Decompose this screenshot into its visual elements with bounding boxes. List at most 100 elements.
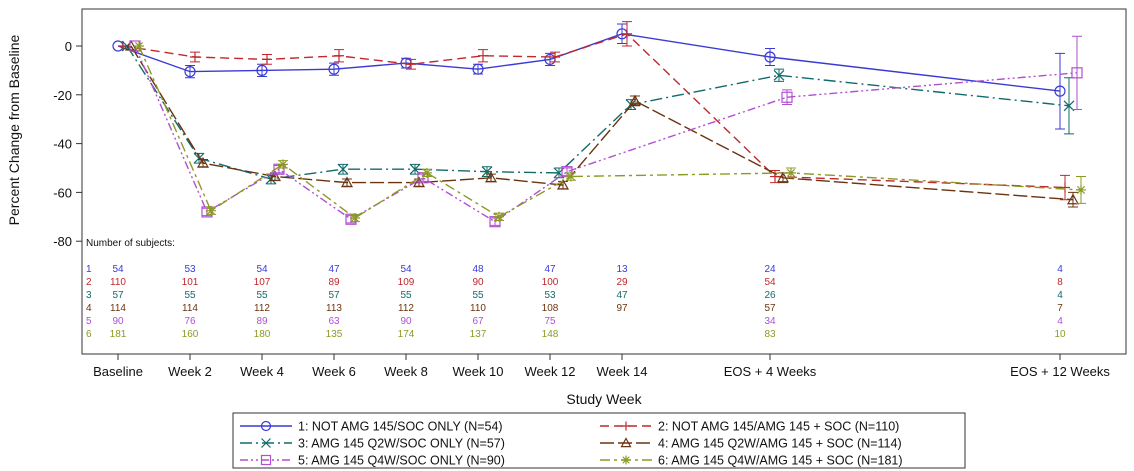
- subject-count: 112: [254, 303, 270, 314]
- y-axis: 0 -20 -40 -60 -80: [53, 39, 82, 249]
- y-tick-label: 0: [65, 39, 72, 54]
- marker-star: [494, 211, 504, 222]
- marker-plus: [190, 51, 200, 62]
- marker-star: [206, 205, 216, 216]
- marker-x: [261, 438, 271, 448]
- subject-count: 76: [184, 316, 196, 327]
- series-line-1: [117, 33, 1061, 92]
- marker-triangle: [776, 171, 790, 183]
- series-2: [118, 21, 1070, 201]
- marker-star: [1076, 184, 1086, 195]
- error-bar: [765, 47, 775, 67]
- y-axis-label: Percent Change from Baseline: [6, 34, 22, 225]
- subject-count: 137: [470, 329, 487, 340]
- subject-count: 24: [764, 264, 776, 275]
- subject-count: 53: [544, 290, 556, 301]
- subject-count: 181: [110, 329, 127, 340]
- marker-plus: [1060, 182, 1070, 193]
- legend-label: 6: AMG 145 Q4W/AMG 145 + SOC (N=181): [658, 454, 903, 468]
- marker-square: [781, 91, 793, 103]
- table-row-label: 3: [86, 290, 92, 301]
- subject-count: 83: [764, 329, 776, 340]
- marker-circle: [256, 64, 268, 77]
- legend-label: 3: AMG 145 Q2W/SOC ONLY (N=57): [298, 437, 505, 451]
- x-tick-label: Week 10: [452, 364, 503, 379]
- marker-star: [621, 455, 631, 465]
- subject-count: 54: [764, 277, 776, 288]
- marker-plus: [262, 54, 272, 65]
- error-bar: [545, 52, 555, 67]
- legend-item-6: 6: AMG 145 Q4W/AMG 145 + SOC (N=181): [600, 454, 903, 468]
- subject-count: 55: [472, 290, 484, 301]
- series-line-4: [130, 45, 1074, 201]
- marker-square: [260, 454, 272, 466]
- subject-count: 55: [400, 290, 412, 301]
- subject-count: 54: [256, 264, 268, 275]
- subject-count: 48: [472, 264, 484, 275]
- marker-star: [134, 41, 144, 51]
- table-row-label: 5: [86, 316, 92, 327]
- marker-triangle: [628, 94, 642, 106]
- legend: 1: NOT AMG 145/SOC ONLY (N=54) 2: NOT AMG…: [240, 420, 903, 468]
- subject-count: 26: [764, 290, 776, 301]
- series-6: [134, 41, 1086, 224]
- y-tick-label: -80: [53, 234, 72, 249]
- error-bar: [329, 62, 339, 76]
- subject-count: 47: [544, 264, 556, 275]
- y-tick-label: -20: [53, 88, 72, 103]
- subject-count: 89: [328, 277, 340, 288]
- series-line-2: [122, 33, 1066, 189]
- subject-count: 113: [326, 303, 342, 314]
- marker-circle: [184, 66, 196, 78]
- subject-count: 108: [542, 303, 559, 314]
- marker-circle: [1054, 85, 1066, 97]
- subject-count: 57: [112, 290, 124, 301]
- marker-plus: [334, 50, 344, 61]
- legend-label: 1: NOT AMG 145/SOC ONLY (N=54): [298, 420, 503, 434]
- marker-plus: [478, 50, 488, 61]
- marker-plus: [550, 51, 560, 62]
- subject-count: 4: [1057, 264, 1063, 275]
- x-tick-label: Week 14: [596, 364, 647, 379]
- legend-item-5: 5: AMG 145 Q4W/SOC ONLY (N=90): [240, 454, 505, 468]
- marker-plus: [621, 421, 631, 431]
- subject-count: 148: [542, 329, 559, 340]
- x-tick-label: EOS + 4 Weeks: [724, 364, 817, 379]
- subject-count: 110: [110, 277, 126, 288]
- marker-triangle: [556, 178, 570, 190]
- error-bar: [1072, 35, 1082, 110]
- error-bar: [1055, 52, 1065, 130]
- subject-count: 90: [112, 316, 124, 327]
- y-tick-label: -40: [53, 137, 72, 152]
- table-row-label: 6: [86, 329, 92, 340]
- subject-count: 89: [256, 316, 268, 327]
- series-line-6: [138, 45, 1082, 219]
- marker-triangle: [124, 39, 138, 51]
- x-axis: Baseline Week 2 Week 4 Week 6 Week 8 Week 10 W…: [93, 354, 1110, 379]
- subject-count: 135: [326, 329, 343, 340]
- marker-triangle: [1066, 193, 1080, 205]
- subject-count: 54: [112, 264, 124, 275]
- marker-plus: [406, 59, 416, 70]
- subject-count: 97: [616, 303, 628, 314]
- table-row-label: 4: [86, 303, 92, 314]
- subject-count: 57: [328, 290, 340, 301]
- subject-count: 13: [616, 264, 628, 275]
- subject-count: 90: [400, 316, 412, 327]
- subject-count: 107: [254, 277, 271, 288]
- legend-item-1: 1: NOT AMG 145/SOC ONLY (N=54): [240, 420, 503, 434]
- legend-item-2: 2: NOT AMG 145/AMG 145 + SOC (N=110): [600, 420, 899, 434]
- series-5: [129, 35, 1083, 228]
- subject-count: 100: [542, 277, 559, 288]
- subject-count: 54: [400, 264, 412, 275]
- x-tick-label: Week 2: [168, 364, 212, 379]
- marker-triangle: [620, 437, 632, 448]
- legend-label: 5: AMG 145 Q4W/SOC ONLY (N=90): [298, 454, 505, 468]
- subjects-table: 1 54 53 54 47 54 48 47 13 24 42 110 101 107 89 109 90 100…: [86, 264, 1066, 340]
- table-row-label: 1: [86, 264, 92, 275]
- subject-count: 55: [184, 290, 196, 301]
- subject-count: 114: [182, 303, 198, 314]
- marker-circle: [472, 63, 484, 75]
- subject-count: 57: [764, 303, 776, 314]
- x-axis-label: Study Week: [566, 391, 642, 407]
